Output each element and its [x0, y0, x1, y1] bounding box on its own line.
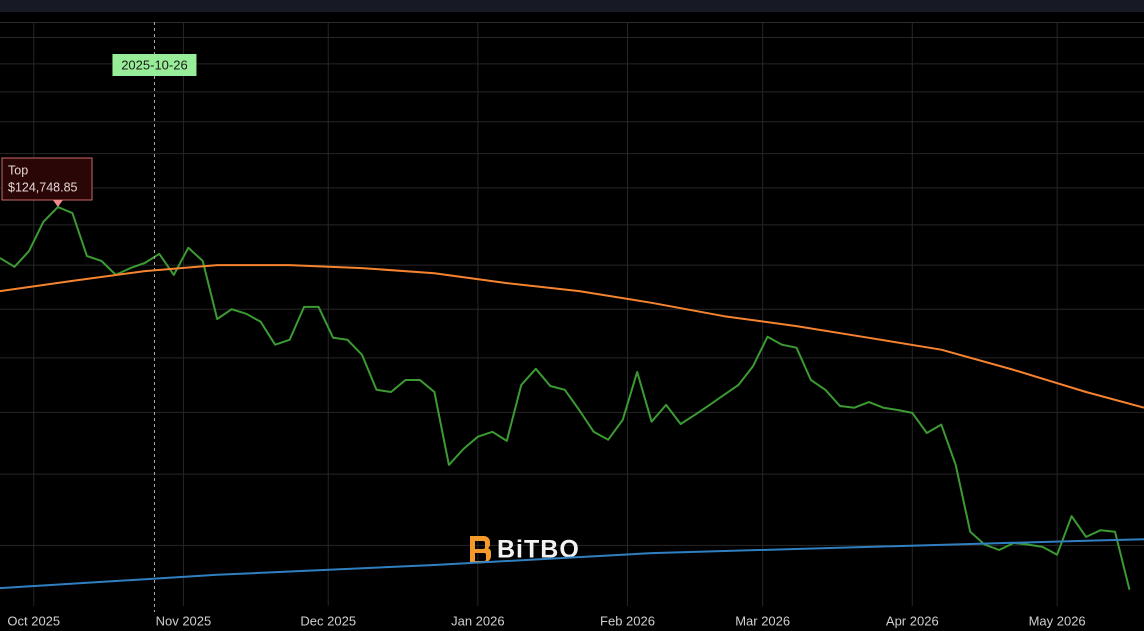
annotation-box [1, 157, 93, 201]
logo-icon [470, 536, 492, 562]
annotation-pointer [52, 199, 63, 207]
x-tick-label: Oct 2025 [7, 613, 60, 628]
top-bar [0, 0, 1144, 12]
x-tick-label: Dec 2025 [300, 613, 356, 628]
x-tick-label: Jan 2026 [451, 613, 505, 628]
x-tick-label: Feb 2026 [600, 613, 655, 628]
x-tick-label: May 2026 [1029, 613, 1086, 628]
crosshair-label: 2025-10-26 [121, 57, 188, 72]
crosshair-label-bg [112, 54, 197, 76]
grid [0, 23, 1144, 606]
series-line [0, 538, 1144, 590]
x-tick-label: Mar 2026 [735, 613, 790, 628]
overlay: Oct 2025 Nov 2025 Dec 2025 Jan 2026 Feb 2026… [1, 22, 1086, 628]
series-line [0, 206, 1131, 591]
series-line [0, 264, 1144, 409]
lines [0, 206, 1144, 591]
x-tick-label: Apr 2026 [886, 613, 939, 628]
x-tick-label: Nov 2025 [156, 613, 212, 628]
annotation-label: Top [8, 163, 28, 177]
annotation-value: $124,748.85 [8, 180, 78, 194]
